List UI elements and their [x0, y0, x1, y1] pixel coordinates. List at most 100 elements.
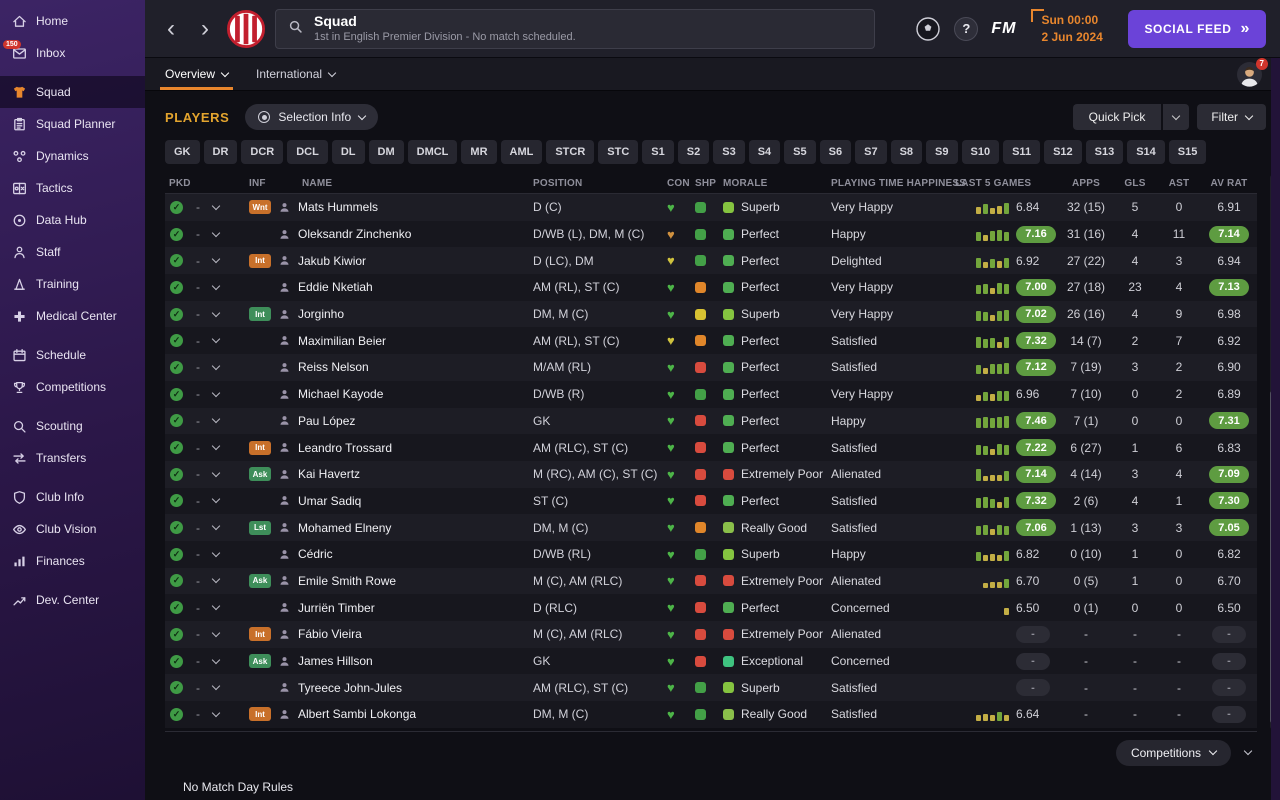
forward-button[interactable]: › — [201, 14, 209, 42]
selected-check-icon[interactable]: ✓ — [170, 681, 183, 695]
row-dropdown-icon[interactable] — [211, 201, 221, 211]
position-filter-s1[interactable]: S1 — [642, 140, 674, 164]
selected-check-icon[interactable]: ✓ — [170, 307, 183, 321]
player-row[interactable]: ✓ - Ask James Hillson GK ♥ Exceptional Concerne… — [165, 647, 1257, 675]
sidebar-item-training[interactable]: Training — [0, 268, 145, 300]
player-name-cell[interactable]: Jakub Kiwior — [279, 254, 533, 268]
position-filter-s7[interactable]: S7 — [855, 140, 887, 164]
sidebar-item-dynamics[interactable]: Dynamics — [0, 140, 145, 172]
player-row[interactable]: ✓ - Maximilian Beier AM (RL), ST (C) ♥ Perfec… — [165, 327, 1257, 355]
selected-check-icon[interactable]: ✓ — [170, 360, 183, 374]
player-row[interactable]: ✓ - Int Fábio Vieira M (C), AM (RLC) ♥ Extreme… — [165, 621, 1257, 648]
player-row[interactable]: ✓ - Oleksandr Zinchenko D/WB (L), DM, M (C)… — [165, 220, 1257, 248]
position-filter-dm[interactable]: DM — [368, 140, 404, 164]
position-filter-s6[interactable]: S6 — [819, 140, 852, 164]
tab-overview[interactable]: Overview — [159, 58, 234, 90]
position-filter-s14[interactable]: S14 — [1127, 140, 1165, 164]
position-filter-stc[interactable]: STC — [598, 140, 639, 164]
column-header-last-5-games[interactable]: LAST 5 GAMES — [955, 178, 1032, 189]
column-header-pkd[interactable]: PKD — [169, 178, 191, 189]
sidebar-item-competitions[interactable]: Competitions — [0, 371, 145, 403]
column-header-apps[interactable]: APPS — [1071, 178, 1101, 189]
player-name-cell[interactable]: Albert Sambi Lokonga — [279, 707, 533, 721]
position-filter-s9[interactable]: S9 — [926, 140, 958, 164]
row-dropdown-icon[interactable] — [211, 254, 221, 264]
row-dropdown-icon[interactable] — [211, 441, 221, 451]
row-dropdown-icon[interactable] — [211, 308, 221, 317]
row-dropdown-icon[interactable] — [211, 548, 221, 558]
position-filter-s4[interactable]: S4 — [748, 140, 781, 164]
player-name-cell[interactable]: Michael Kayode — [279, 387, 533, 401]
row-dropdown-icon[interactable] — [211, 468, 221, 477]
position-filter-s5[interactable]: S5 — [784, 140, 816, 164]
player-name-cell[interactable]: Maximilian Beier — [279, 334, 533, 348]
quick-pick-dropdown[interactable] — [1163, 104, 1190, 130]
player-row[interactable]: ✓ - Pau López GK ♥ Perfect Happy 7.46 7 (1) 0 0 7.3… — [165, 407, 1257, 435]
position-filter-mr[interactable]: MR — [461, 140, 497, 164]
sidebar-item-club-info[interactable]: Club Info — [0, 481, 145, 513]
selected-check-icon[interactable]: ✓ — [170, 441, 183, 455]
sidebar-item-club-vision[interactable]: Club Vision — [0, 513, 145, 545]
player-name-cell[interactable]: Mohamed Elneny — [279, 521, 533, 535]
player-row[interactable]: ✓ - Int Leandro Trossard AM (RLC), ST (C) ♥ Pe… — [165, 434, 1257, 461]
row-dropdown-icon[interactable] — [211, 575, 221, 584]
sidebar-item-inbox[interactable]: 150 Inbox — [0, 37, 145, 69]
selected-check-icon[interactable]: ✓ — [170, 547, 183, 561]
sidebar-item-squad[interactable]: Squad — [0, 76, 145, 108]
selected-check-icon[interactable]: ✓ — [170, 574, 183, 588]
collapse-panel-icon[interactable] — [1243, 747, 1253, 756]
selected-check-icon[interactable]: ✓ — [170, 601, 183, 615]
selected-check-icon[interactable]: ✓ — [170, 280, 183, 294]
player-name-cell[interactable]: James Hillson — [279, 654, 533, 668]
position-filter-dl[interactable]: DL — [331, 140, 365, 164]
selected-check-icon[interactable]: ✓ — [170, 254, 183, 268]
sidebar-item-schedule[interactable]: Schedule — [0, 339, 145, 371]
competitions-selector[interactable]: Competitions — [1115, 739, 1231, 766]
position-filter-s13[interactable]: S13 — [1085, 140, 1124, 164]
manager-avatar[interactable]: 7 — [1237, 58, 1268, 87]
column-header-morale[interactable]: MORALE — [723, 178, 768, 189]
position-filter-s11[interactable]: S11 — [1003, 140, 1041, 164]
column-header-position[interactable]: POSITION — [533, 178, 583, 189]
row-dropdown-icon[interactable] — [211, 228, 221, 237]
position-filter-dr[interactable]: DR — [203, 140, 238, 164]
row-dropdown-icon[interactable] — [211, 681, 221, 691]
filter-button[interactable]: Filter — [1197, 104, 1266, 130]
player-row[interactable]: ✓ - Int Jakub Kiwior D (LC), DM ♥ Perfect Delig… — [165, 247, 1257, 275]
selected-check-icon[interactable]: ✓ — [170, 414, 183, 428]
player-name-cell[interactable]: Cédric — [279, 547, 533, 561]
column-header-ast[interactable]: AST — [1168, 178, 1190, 189]
selected-check-icon[interactable]: ✓ — [170, 707, 183, 721]
player-row[interactable]: ✓ - Michael Kayode D/WB (R) ♥ Perfect Very Hap… — [165, 380, 1257, 408]
player-name-cell[interactable]: Umar Sadiq — [279, 494, 533, 508]
selected-check-icon[interactable]: ✓ — [170, 654, 183, 668]
player-name-cell[interactable]: Kai Havertz — [279, 467, 533, 481]
tab-international[interactable]: International — [256, 58, 337, 90]
sidebar-item-data-hub[interactable]: Data Hub — [0, 204, 145, 236]
player-row[interactable]: ✓ - Eddie Nketiah AM (RL), ST (C) ♥ Perfect Ve… — [165, 274, 1257, 301]
position-filter-stcr[interactable]: STCR — [546, 140, 595, 164]
column-header-shp[interactable]: SHP — [695, 178, 717, 189]
sidebar-item-finances[interactable]: Finances — [0, 545, 145, 577]
selected-check-icon[interactable]: ✓ — [170, 521, 183, 535]
player-row[interactable]: ✓ - Ask Emile Smith Rowe M (C), AM (RLC) ♥ Ext… — [165, 567, 1257, 595]
row-dropdown-icon[interactable] — [211, 495, 221, 504]
player-row[interactable]: ✓ - Umar Sadiq ST (C) ♥ Perfect Satisfied 7.32 2… — [165, 487, 1257, 515]
position-filter-gk[interactable]: GK — [165, 140, 200, 164]
player-row[interactable]: ✓ - Ask Kai Havertz M (RC), AM (C), ST (C) ♥ E… — [165, 460, 1257, 488]
help-icon[interactable]: ? — [954, 16, 979, 41]
quick-pick-button[interactable]: Quick Pick — [1072, 104, 1162, 130]
row-dropdown-icon[interactable] — [211, 655, 221, 664]
position-filter-aml[interactable]: AML — [500, 140, 543, 164]
selected-check-icon[interactable]: ✓ — [170, 494, 183, 508]
row-dropdown-icon[interactable] — [211, 601, 221, 611]
player-row[interactable]: ✓ - Int Jorginho DM, M (C) ♥ Superb Very Happy 7… — [165, 300, 1257, 328]
row-dropdown-icon[interactable] — [211, 335, 221, 344]
player-row[interactable]: ✓ - Lst Mohamed Elneny DM, M (C) ♥ Really Good… — [165, 514, 1257, 541]
player-name-cell[interactable]: Jorginho — [279, 307, 533, 321]
sidebar-item-medical-center[interactable]: Medical Center — [0, 300, 145, 332]
position-filter-s10[interactable]: S10 — [961, 140, 1000, 164]
selection-info-button[interactable]: Selection Info — [245, 104, 379, 130]
position-filter-s2[interactable]: S2 — [677, 140, 710, 164]
player-row[interactable]: ✓ - Int Albert Sambi Lokonga DM, M (C) ♥ Reall… — [165, 701, 1257, 728]
